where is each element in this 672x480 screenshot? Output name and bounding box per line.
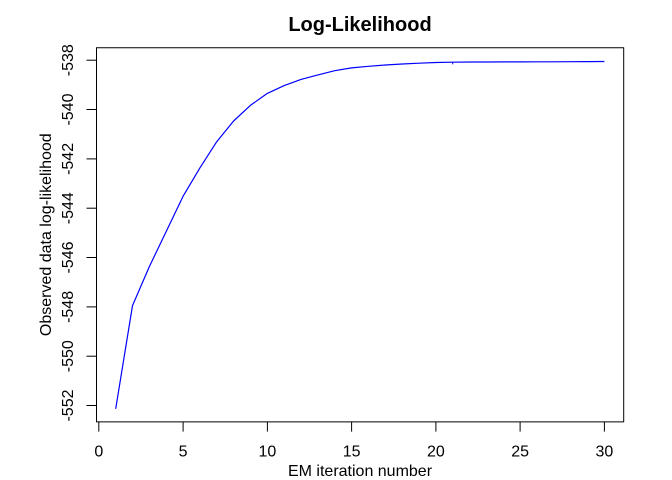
svg-text:-552: -552 (60, 389, 77, 421)
svg-text:EM iteration number: EM iteration number (288, 463, 433, 480)
svg-text:-542: -542 (60, 143, 77, 175)
svg-text:20: 20 (427, 444, 445, 461)
svg-text:-544: -544 (60, 192, 77, 224)
svg-text:-538: -538 (60, 44, 77, 76)
svg-text:-550: -550 (60, 340, 77, 372)
svg-text:10: 10 (259, 444, 277, 461)
svg-text:15: 15 (343, 444, 361, 461)
svg-text:-546: -546 (60, 241, 77, 273)
svg-text:-540: -540 (60, 93, 77, 125)
svg-text:30: 30 (596, 444, 614, 461)
svg-text:-548: -548 (60, 291, 77, 323)
svg-text:0: 0 (94, 444, 103, 461)
svg-text:25: 25 (511, 444, 529, 461)
svg-text:5: 5 (179, 444, 188, 461)
svg-text:Log-Likelihood: Log-Likelihood (288, 14, 431, 36)
svg-text:Observed data log-likelihood: Observed data log-likelihood (38, 133, 55, 336)
